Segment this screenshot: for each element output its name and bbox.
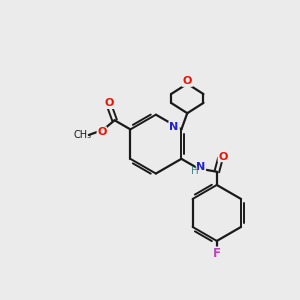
Text: O: O — [183, 76, 192, 86]
Text: CH₃: CH₃ — [74, 130, 92, 140]
Text: N: N — [196, 162, 206, 172]
Text: F: F — [213, 247, 221, 260]
Text: O: O — [104, 98, 114, 108]
Text: H: H — [190, 166, 198, 176]
Text: O: O — [218, 152, 227, 162]
Text: O: O — [97, 127, 106, 137]
Text: N: N — [169, 122, 179, 132]
